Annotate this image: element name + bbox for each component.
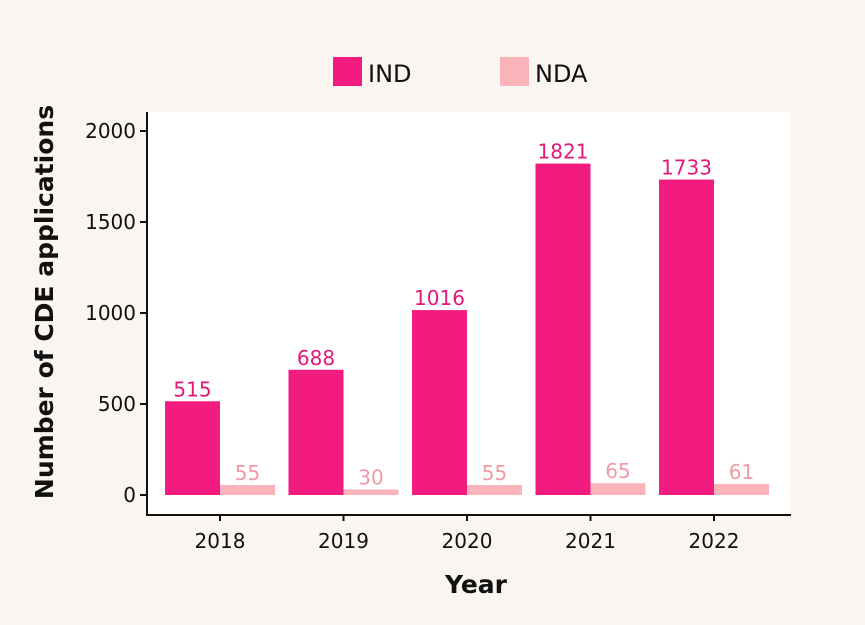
bar-ind-2022	[659, 179, 714, 495]
x-tick-label: 2020	[442, 529, 493, 553]
bar-ind-2019	[288, 369, 344, 495]
data-label-ind-2018: 515	[173, 377, 211, 401]
legend-label-ind: IND	[368, 60, 412, 88]
bar-nda-2021	[590, 483, 646, 495]
data-label-ind-2019: 688	[297, 346, 335, 370]
bars-group	[165, 163, 769, 495]
bar-nda-2020	[467, 484, 522, 495]
legend-swatch-nda	[500, 57, 529, 86]
data-label-nda-2019: 30	[358, 466, 383, 490]
bar-ind-2021	[535, 163, 591, 495]
x-tick-label: 2018	[195, 529, 246, 553]
x-tick-label: 2021	[565, 529, 616, 553]
data-label-ind-2021: 1821	[538, 140, 589, 164]
y-tick-label: 1000	[85, 301, 136, 325]
y-tick-label: 500	[98, 392, 136, 416]
bar-nda-2018	[220, 484, 275, 495]
x-tick-label: 2022	[689, 529, 740, 553]
y-tick-label: 1500	[85, 210, 136, 234]
bar-ind-2018	[165, 401, 220, 495]
data-label-nda-2022: 61	[729, 460, 754, 484]
x-axis-title: Year	[444, 570, 508, 599]
y-tick-label: 0	[123, 483, 136, 507]
legend: IND NDA	[333, 57, 588, 88]
y-ticks-group: 0 500 1000 1500 2000	[85, 119, 147, 507]
bar-nda-2019	[343, 489, 399, 495]
data-label-ind-2020: 1016	[414, 286, 465, 310]
data-label-nda-2021: 65	[605, 459, 630, 483]
data-label-nda-2018: 55	[235, 461, 260, 485]
data-labels-group: 515 55 688 30 1016 55 1821 65 1733 61	[173, 140, 754, 490]
bar-ind-2020	[412, 310, 467, 495]
bar-nda-2022	[714, 483, 769, 495]
legend-label-nda: NDA	[535, 60, 588, 88]
y-axis-title: Number of CDE applications	[30, 105, 59, 499]
y-tick-label: 2000	[85, 119, 136, 143]
data-label-ind-2022: 1733	[661, 156, 712, 180]
legend-swatch-ind	[333, 57, 362, 86]
x-ticks-group: 2018 2019 2020 2021 2022	[195, 515, 740, 553]
x-tick-label: 2019	[318, 529, 369, 553]
data-label-nda-2020: 55	[482, 461, 507, 485]
